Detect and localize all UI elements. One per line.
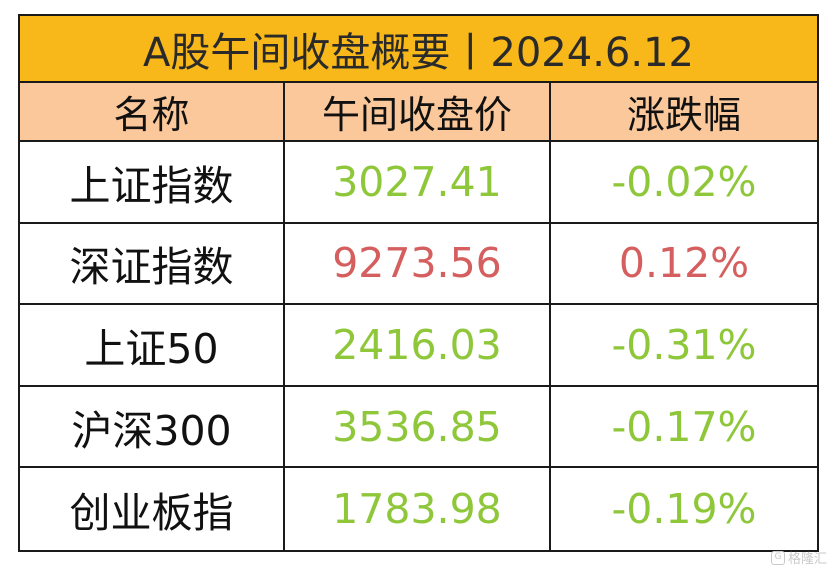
index-change: -0.02% [551, 142, 817, 224]
market-summary-table: A股午间收盘概要丨2024.6.12 名称 午间收盘价 涨跌幅 上证指数 302… [18, 14, 819, 552]
header-price: 午间收盘价 [285, 83, 551, 142]
index-change: 0.12% [551, 224, 817, 306]
table-title: A股午间收盘概要丨2024.6.12 [20, 16, 817, 83]
index-name: 深证指数 [20, 223, 285, 306]
index-name: 沪深300 [20, 386, 285, 469]
header-name: 名称 [20, 83, 285, 142]
index-price: 1783.98 [285, 468, 551, 550]
watermark-text: 格隆汇 [787, 552, 827, 567]
index-price: 2416.03 [285, 305, 551, 387]
index-price: 3027.41 [285, 142, 551, 224]
index-price: 9273.56 [285, 223, 551, 306]
index-price: 3536.85 [285, 386, 551, 469]
index-name: 上证50 [20, 305, 285, 387]
gelonghui-logo-icon: G [770, 550, 785, 565]
index-name: 创业板指 [20, 468, 285, 550]
index-change: -0.17% [551, 387, 817, 469]
index-change: -0.31% [551, 305, 817, 387]
watermark: G 格隆汇 [770, 548, 827, 567]
index-change: -0.19% [611, 485, 757, 534]
index-name: 上证指数 [20, 142, 285, 224]
header-change: 涨跌幅 [551, 83, 817, 142]
